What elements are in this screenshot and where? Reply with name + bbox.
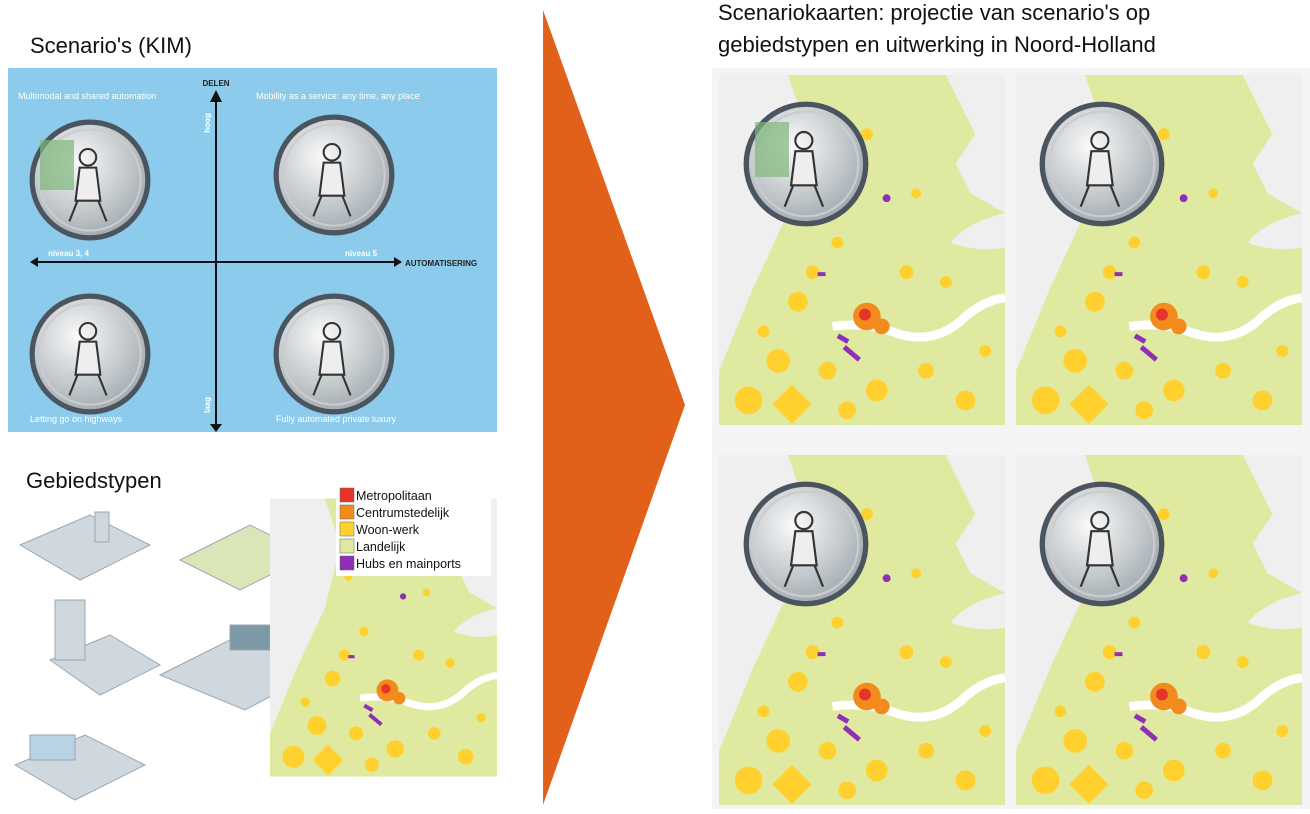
scenario-illustration [276, 117, 392, 233]
legend [336, 484, 491, 576]
legend-swatch [339, 555, 355, 571]
right-title: Scenariokaarten: projectie van scenario'… [718, 0, 1150, 25]
right-level: niveau 5 [345, 249, 378, 258]
legend-label: Landelijk [356, 540, 406, 554]
scenario-illustration [32, 296, 148, 412]
axis-right: AUTOMATISERING [405, 259, 477, 268]
legend-items: Metropolitaan Centrumstedelijk Woon-werk La… [339, 487, 461, 571]
arrow [543, 10, 685, 805]
legend-swatch [339, 504, 355, 520]
legend-swatch [339, 538, 355, 554]
scenario-illustration [1042, 104, 1161, 223]
legend-label: Metropolitaan [356, 489, 432, 503]
area-title: Gebiedstypen [26, 468, 162, 493]
low-label: laag [203, 397, 212, 413]
scenario-label: Mobility as a service: any time, any pla… [256, 91, 420, 101]
scenario-title: Scenario's (KIM) [30, 33, 192, 58]
scenario-illustration [276, 296, 392, 412]
scenario-illustration [1042, 484, 1161, 603]
legend-swatch [339, 487, 355, 503]
left-level: niveau 3, 4 [48, 249, 89, 258]
scenario-label: Fully automated private luxury [276, 414, 397, 424]
scenario-label: Multimodal and shared automation [18, 91, 156, 101]
legend-label: Centrumstedelijk [356, 506, 450, 520]
legend-swatch [339, 521, 355, 537]
scenario-illustration [746, 484, 865, 603]
right-title: gebiedstypen en uitwerking in Noord-Holl… [718, 32, 1156, 57]
area-illustrations [13, 511, 322, 801]
legend-label: Hubs en mainports [356, 557, 461, 571]
high-label: hoog [203, 113, 212, 133]
scenario-illustration [40, 140, 74, 190]
axis-top: DELEN [202, 79, 229, 88]
legend-label: Woon-werk [356, 523, 420, 537]
scenario-label: Letting go on highways [30, 414, 123, 424]
scenario-illustration [755, 122, 789, 177]
